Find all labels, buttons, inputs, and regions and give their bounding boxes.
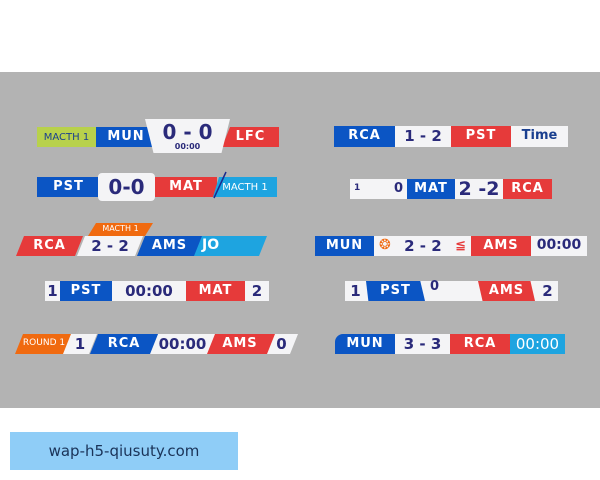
score: 2 - 2 <box>404 236 442 255</box>
score-text: 0-0 <box>108 175 145 199</box>
score: 3 - 3 <box>395 334 450 354</box>
away-team: PST <box>451 126 511 147</box>
match-time: 00:00 <box>531 236 587 256</box>
home-team-text: RCA <box>33 237 66 253</box>
away-score-text: 2 <box>251 281 263 300</box>
match-time-text: 00:00 <box>125 281 173 300</box>
away-team: MAT <box>186 281 245 301</box>
away-team-text: AMS <box>488 282 525 298</box>
site-banner-link[interactable]: wap-h5-qiusuty.com <box>10 432 238 470</box>
home-team: PST <box>60 281 112 301</box>
away-team-text: MAT <box>169 178 203 194</box>
away-team: RCA <box>450 334 510 354</box>
home-score: 1 <box>345 281 366 301</box>
home-team-text: RCA <box>348 128 381 144</box>
away-team: MAT <box>155 177 217 197</box>
score: 1 - 2 <box>395 126 451 147</box>
away-team-text: RCA <box>463 335 497 351</box>
score-text: 3 - 3 <box>403 334 442 353</box>
away-score: 0 <box>393 180 403 196</box>
match-time-text: 00:00 <box>536 237 582 254</box>
home-team-text: PST <box>380 282 411 298</box>
match-time: Time <box>511 126 568 147</box>
score-text: 1 - 2 <box>404 127 442 146</box>
home-score-text: 1 <box>47 281 58 300</box>
score: 0 - 0 <box>162 119 213 144</box>
home-team: MUN <box>96 127 156 147</box>
match-time: 00:00 <box>174 141 201 151</box>
away-score-text: 0 <box>276 334 287 353</box>
home-team: MUN <box>315 236 374 256</box>
match-time: 00:00 <box>150 334 215 354</box>
match-label: MACTH 1 <box>88 223 153 236</box>
scoreboard-showcase: MACTH 1 MUN LFC 0 - 0 00:00 PST MAT MACT… <box>0 72 600 408</box>
away-team-text: LFC <box>235 128 266 144</box>
home-team: RCA <box>334 126 395 147</box>
home-score: 1 <box>45 281 60 301</box>
tiger-crest-icon: ❂ <box>379 237 391 254</box>
match-label-text: MACTH 1 <box>43 131 90 143</box>
home-team-text: PST <box>53 178 84 194</box>
home-team: PST <box>37 177 100 197</box>
extra-info: JO <box>190 236 267 256</box>
away-team: RCA <box>503 179 552 199</box>
home-team-text: MUN <box>346 335 384 351</box>
home-team-text: MUN <box>325 237 364 253</box>
away-score: 2 <box>537 281 558 301</box>
slash-divider <box>213 171 227 199</box>
away-team: AMS <box>137 236 202 256</box>
score: 2 - 2 <box>77 236 143 256</box>
score-text: 2 -2 <box>458 177 500 200</box>
wolf-crest-icon: ≦ <box>455 237 466 253</box>
home-team: RCA <box>90 334 158 354</box>
match-time-text: 00:00 <box>515 334 560 353</box>
home-team-text: PST <box>70 282 102 298</box>
home-score: 1 <box>63 334 97 354</box>
away-team: LFC <box>222 127 279 147</box>
home-score: 1 <box>354 183 361 194</box>
home-team: MAT <box>407 179 455 199</box>
match-label-text: MACTH 1 <box>102 224 139 234</box>
match-time-text: Time <box>521 128 558 144</box>
away-team: AMS <box>205 334 275 354</box>
home-team: MUN <box>335 334 395 354</box>
round-label: ROUND 1 <box>15 334 73 354</box>
mid-score-text: 0 <box>429 278 440 294</box>
away-team-text: AMS <box>483 237 519 253</box>
home-team-text: MAT <box>414 180 448 196</box>
score-pair: 1 0 <box>350 179 407 199</box>
score-box: 0 - 0 00:00 <box>145 119 230 153</box>
home-team: RCA <box>16 236 83 256</box>
mid-score: 0 <box>427 277 442 297</box>
away-team-text: RCA <box>511 180 544 196</box>
away-team: AMS <box>471 236 531 256</box>
score-box: ❂ 2 - 2 ≦ <box>374 236 471 256</box>
away-team-text: MAT <box>198 282 233 298</box>
score: 0-0 <box>98 173 155 201</box>
score-text: 2 - 2 <box>91 236 129 255</box>
home-team: PST <box>366 281 425 301</box>
home-team-text: RCA <box>107 335 141 351</box>
home-score-text: 1 <box>74 334 86 353</box>
match-time: 00:00 <box>112 281 186 301</box>
away-score: 0 <box>265 334 298 354</box>
match-label-text: MACTH 1 <box>222 181 268 193</box>
home-score-text: 1 <box>350 281 361 300</box>
round-label-text: ROUND 1 <box>22 338 66 349</box>
site-banner-text[interactable]: wap-h5-qiusuty.com <box>48 442 200 460</box>
slash-line <box>213 171 227 199</box>
extra-info-text: JO <box>202 237 220 254</box>
match-label: MACTH 1 <box>37 127 96 147</box>
match-time: 00:00 <box>510 334 565 354</box>
match-label: MACTH 1 <box>213 177 277 197</box>
away-team-text: AMS <box>222 335 258 351</box>
away-team-text: AMS <box>151 237 188 253</box>
match-time-text: 00:00 <box>158 334 207 353</box>
away-score-text: 2 <box>542 281 553 300</box>
away-score: 2 <box>245 281 269 301</box>
score: 2 -2 <box>455 177 503 200</box>
home-team-text: MUN <box>107 128 145 144</box>
away-team-text: PST <box>465 128 497 144</box>
away-team: AMS <box>478 281 535 301</box>
